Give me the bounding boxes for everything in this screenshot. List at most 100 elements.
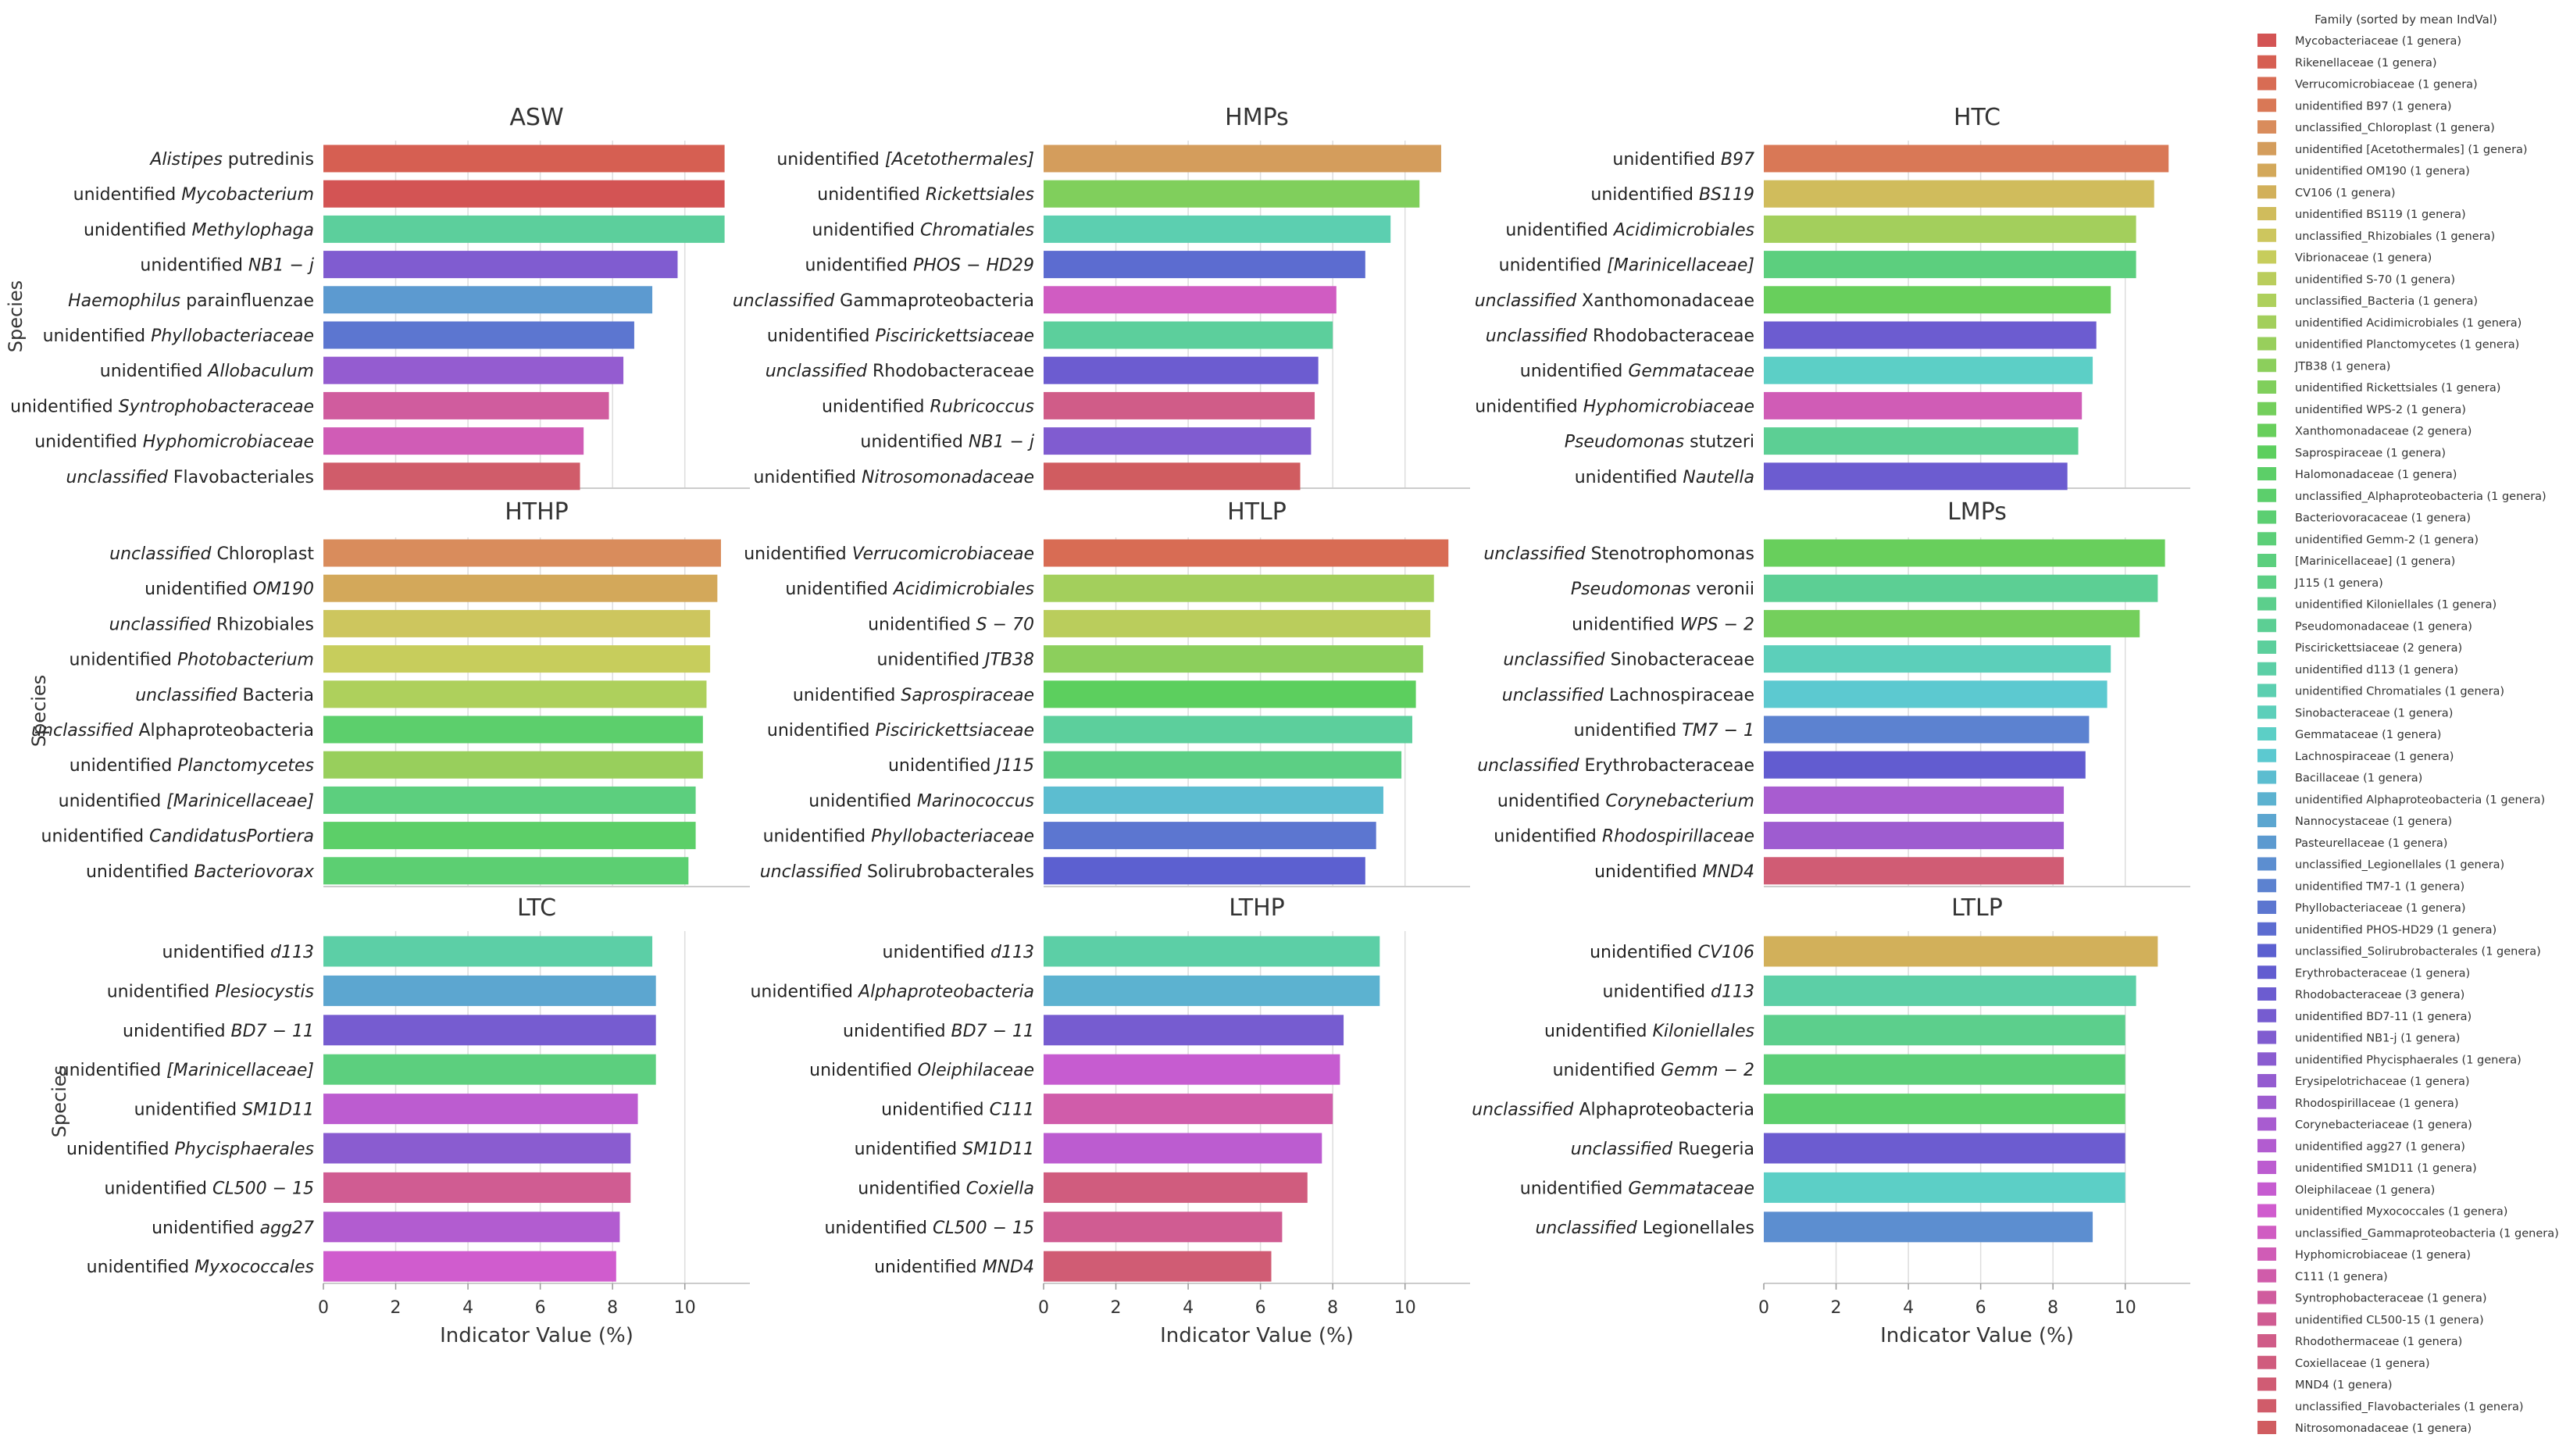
bar-label: unidentified WPS − 2	[1572, 615, 1754, 634]
y-axis-title: Species	[5, 280, 27, 352]
legend-label: unidentified CL500-15 (1 genera)	[2295, 1314, 2484, 1326]
legend-swatch	[2257, 1030, 2276, 1044]
legend-swatch	[2257, 250, 2276, 264]
legend-item: Syntrophobacteraceae (1 genera)	[2257, 1290, 2487, 1305]
legend-item: unidentified Kiloniellales (1 genera)	[2257, 597, 2497, 612]
bar-label: unclassified Legionellales	[1535, 1219, 1754, 1238]
bar	[1044, 391, 1315, 419]
panel-hmps: HMPs unidentified [Acetothermales] unident…	[733, 104, 1470, 491]
legend-item: unidentified Chromatiales (1 genera)	[2257, 683, 2504, 698]
bar	[1764, 539, 2165, 567]
legend-item: unidentified PHOS-HD29 (1 genera)	[2257, 922, 2497, 937]
y-axis-title: Species	[28, 675, 50, 747]
bar	[1044, 574, 1434, 602]
legend-item: unclassified_Flavobacteriales (1 genera)	[2257, 1399, 2524, 1413]
legend-label: unidentified Alphaproteobacteria (1 gene…	[2295, 794, 2545, 806]
panel-ltlp: LTLP unidentified CV106 unidentified d113 u…	[1472, 894, 2190, 1347]
bar	[1044, 462, 1301, 491]
legend-item: Piscirickettsiaceae (2 genera)	[2257, 641, 2462, 655]
bar	[1764, 251, 2136, 279]
legend-item: Corynebacteriaceae (1 genera)	[2257, 1117, 2472, 1132]
legend-item: Halomonadaceae (1 genera)	[2257, 467, 2457, 481]
bar	[1764, 751, 2086, 779]
bar-label: unidentified SM1D11	[134, 1101, 314, 1120]
bar	[1044, 645, 1423, 673]
legend-item: Rhodospirillaceae (1 genera)	[2257, 1095, 2458, 1110]
bar-label: Pseudomonas stutzeri	[1565, 433, 1754, 452]
legend-swatch	[2257, 554, 2276, 567]
bar-label: unidentified CL500 − 15	[824, 1219, 1034, 1238]
legend-swatch	[2257, 423, 2276, 437]
legend-swatch	[2257, 380, 2276, 394]
bar-label: unidentified d113	[883, 943, 1035, 962]
bar	[1764, 1015, 2125, 1046]
legend-label: Saprospiraceae (1 genera)	[2295, 447, 2446, 459]
bar-label: unidentified SM1D11	[855, 1140, 1034, 1159]
bar-label: Alistipes putredinis	[148, 150, 314, 170]
panel-lthp: LTHP unidentified d113 unidentified Alphap…	[750, 894, 1470, 1347]
x-tick-label: 4	[1903, 1298, 1914, 1318]
bar-label: unidentified [Marinicellaceae]	[59, 1061, 314, 1080]
bar-label: unclassified Erythrobacteraceae	[1477, 756, 1754, 776]
legend-swatch	[2257, 1334, 2276, 1347]
bar-label: unidentified Oleiphilaceae	[809, 1061, 1034, 1080]
bar-label: unclassified Rhodobacteraceae	[1486, 327, 1754, 346]
bar	[323, 462, 580, 491]
legend-label: Gemmataceae (1 genera)	[2295, 729, 2441, 741]
bar-label: Haemophilus parainfluenzae	[68, 291, 314, 311]
legend-label: MND4 (1 genera)	[2295, 1379, 2393, 1392]
legend-item: unidentified Alphaproteobacteria (1 gene…	[2257, 792, 2545, 806]
bar	[1764, 427, 2079, 455]
legend-swatch	[2257, 1399, 2276, 1413]
legend-label: unidentified Kiloniellales (1 genera)	[2295, 599, 2497, 612]
legend-item: JTB38 (1 genera)	[2257, 359, 2390, 373]
legend-item: unclassified_Rhizobiales (1 genera)	[2257, 228, 2495, 243]
bar	[1044, 321, 1333, 349]
panel-title: HTHP	[505, 498, 569, 526]
legend-swatch	[2257, 185, 2276, 199]
legend-item: unclassified_Bacteria (1 genera)	[2257, 294, 2478, 308]
bar-label: unidentified Saprospiraceae	[793, 686, 1034, 705]
legend-item: Sinobacteraceae (1 genera)	[2257, 705, 2453, 719]
bar-label: unidentified BD7 − 11	[843, 1022, 1034, 1041]
legend-label: C111 (1 genera)	[2295, 1271, 2388, 1283]
bar	[323, 356, 624, 384]
legend-label: unidentified agg27 (1 genera)	[2295, 1140, 2465, 1153]
legend-item: unclassified_Solirubrobacterales (1 gene…	[2257, 944, 2541, 958]
bar	[323, 321, 634, 349]
bar-label: unidentified [Marinicellaceae]	[1499, 256, 1754, 276]
legend-swatch	[2257, 879, 2276, 893]
legend-swatch	[2257, 944, 2276, 958]
bar-label: unclassified Gammaproteobacteria	[733, 291, 1034, 311]
legend-item: unidentified Rickettsiales (1 genera)	[2257, 380, 2500, 394]
bar-label: unclassified Rhodobacteraceae	[766, 362, 1034, 381]
legend-label: unidentified BS119 (1 genera)	[2295, 209, 2466, 221]
bar	[323, 1054, 656, 1085]
bar-label: unidentified Nitrosomonadaceae	[753, 468, 1034, 487]
legend-item: Nannocystaceae (1 genera)	[2257, 814, 2452, 828]
legend-swatch	[2257, 1377, 2276, 1391]
legend-label: JTB38 (1 genera)	[2294, 360, 2390, 373]
legend-item: Pseudomonadaceae (1 genera)	[2257, 619, 2472, 633]
legend-item: unclassified_Gammaproteobacteria (1 gene…	[2257, 1226, 2559, 1240]
legend-swatch	[2257, 792, 2276, 806]
legend-label: Erythrobacteraceae (1 genera)	[2295, 967, 2470, 980]
legend-swatch	[2257, 337, 2276, 351]
legend-label: unidentified WPS-2 (1 genera)	[2295, 404, 2466, 416]
legend-swatch	[2257, 814, 2276, 827]
legend-label: unidentified NB1-j (1 genera)	[2295, 1033, 2460, 1045]
bar-label: unidentified Gemmataceae	[1520, 362, 1754, 381]
bar-label: Pseudomonas veronii	[1571, 580, 1754, 599]
legend-label: Verrucomicrobiaceae (1 genera)	[2295, 79, 2478, 91]
bar-label: unidentified PHOS − HD29	[805, 256, 1034, 276]
legend-label: unidentified Chromatiales (1 genera)	[2295, 686, 2504, 698]
legend-swatch	[2257, 34, 2276, 47]
legend-label: unclassified_Gammaproteobacteria (1 gene…	[2295, 1227, 2559, 1240]
panel-title: HMPs	[1225, 104, 1289, 131]
bar-label: unidentified Allobaculum	[100, 362, 314, 381]
bar	[1044, 786, 1383, 814]
legend-item: unidentified NB1-j (1 genera)	[2257, 1030, 2460, 1045]
bar	[1044, 1133, 1322, 1164]
bar-label: unidentified Mycobacterium	[73, 185, 314, 205]
panel-htc: HTC unidentified B97 unidentified BS119 uni…	[1475, 104, 2190, 491]
